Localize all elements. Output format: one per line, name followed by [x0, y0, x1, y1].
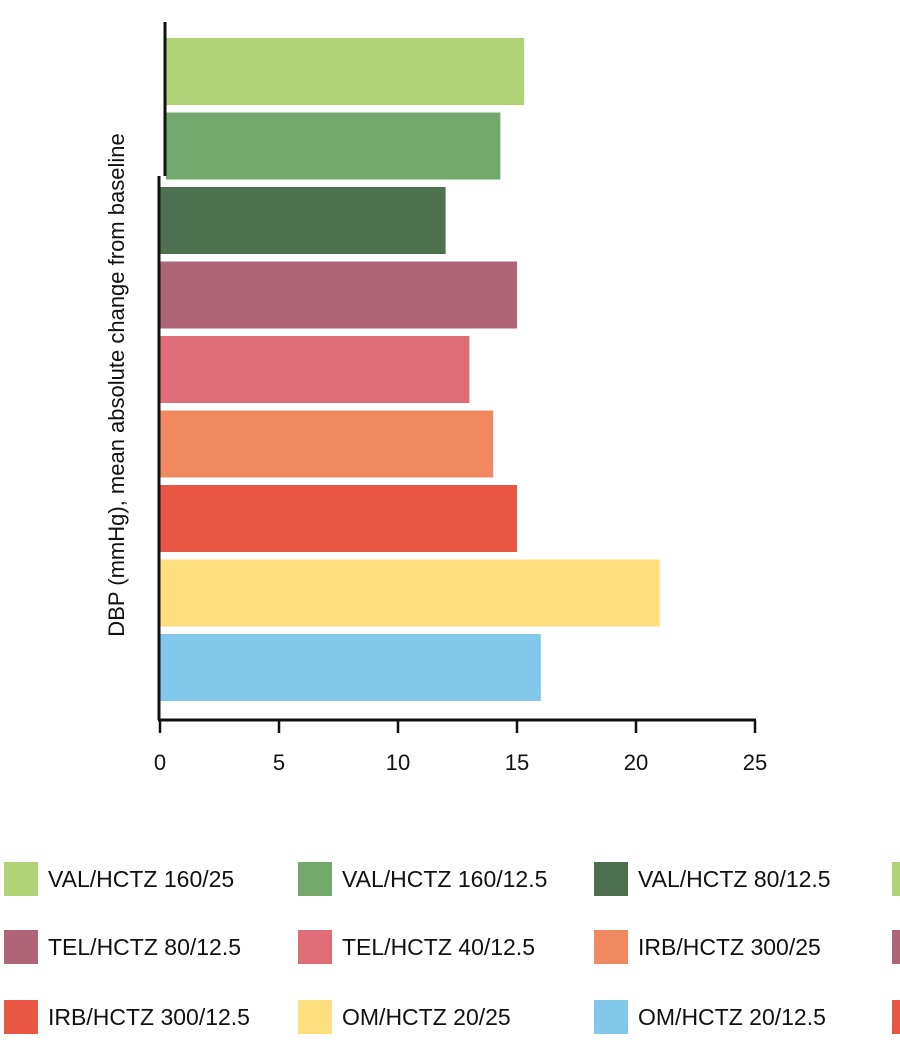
legend-item — [892, 862, 900, 896]
bar-5 — [160, 336, 470, 403]
bar-2 — [166, 112, 501, 180]
bar-9 — [160, 634, 541, 701]
legend-swatch — [594, 930, 628, 964]
legend-label: TEL/HCTZ 80/12.5 — [48, 933, 242, 960]
legend-swatch — [4, 1000, 38, 1034]
legend-swatch — [298, 1000, 332, 1034]
legend-label: IRB/HCTZ 300/12.5 — [48, 1003, 250, 1030]
legend-swatch — [892, 1000, 900, 1034]
x-tick-label-25: 25 — [743, 750, 767, 775]
legend-swatch — [4, 930, 38, 964]
legend-label: VAL/HCTZ 160/12.5 — [342, 865, 548, 892]
bar-4 — [160, 261, 517, 329]
legend-item: VAL/HCTZ 160/25 — [4, 862, 234, 896]
legend-swatch — [4, 862, 38, 896]
bar-8 — [160, 559, 660, 627]
legend-item — [892, 1000, 900, 1034]
legend-swatch — [298, 930, 332, 964]
legend-swatch — [594, 862, 628, 896]
legend-item: IRB/HCTZ 300/25 — [594, 930, 821, 964]
legend-label: VAL/HCTZ 80/12.5 — [638, 865, 831, 892]
legend-label: OM/HCTZ 20/25 — [342, 1003, 511, 1030]
legend-item — [892, 930, 900, 964]
bar-6 — [160, 410, 494, 478]
legend-label: TEL/HCTZ 40/12.5 — [342, 933, 536, 960]
bars-layer — [160, 38, 660, 701]
legend-swatch — [892, 862, 900, 896]
legend-label: OM/HCTZ 20/12.5 — [638, 1003, 826, 1030]
x-axis-ticks: 0 5 10 15 20 25 — [154, 720, 767, 775]
bar-7 — [160, 485, 517, 552]
x-tick-label-15: 15 — [505, 750, 529, 775]
legend-item: VAL/HCTZ 80/12.5 — [594, 862, 831, 896]
bar-3 — [160, 187, 446, 254]
legend-swatch — [892, 930, 900, 964]
y-axis-title: DBP (mmHg), mean absolute change from ba… — [104, 133, 129, 636]
legend-swatch — [594, 1000, 628, 1034]
legend-item: VAL/HCTZ 160/12.5 — [298, 862, 547, 896]
x-tick-label-0: 0 — [154, 750, 166, 775]
legend-swatch — [298, 862, 332, 896]
legend-item: OM/HCTZ 20/25 — [298, 1000, 511, 1034]
legend-label: VAL/HCTZ 160/25 — [48, 865, 235, 892]
legend-item: TEL/HCTZ 80/12.5 — [4, 930, 241, 964]
legend-label: IRB/HCTZ 300/25 — [638, 933, 821, 960]
legend-item: TEL/HCTZ 40/12.5 — [298, 930, 535, 964]
bar-1 — [166, 38, 525, 105]
x-tick-label-20: 20 — [624, 750, 648, 775]
legend-item: IRB/HCTZ 300/12.5 — [4, 1000, 250, 1034]
legend-item: OM/HCTZ 20/12.5 — [594, 1000, 826, 1034]
x-tick-label-5: 5 — [273, 750, 285, 775]
x-tick-label-10: 10 — [386, 750, 410, 775]
